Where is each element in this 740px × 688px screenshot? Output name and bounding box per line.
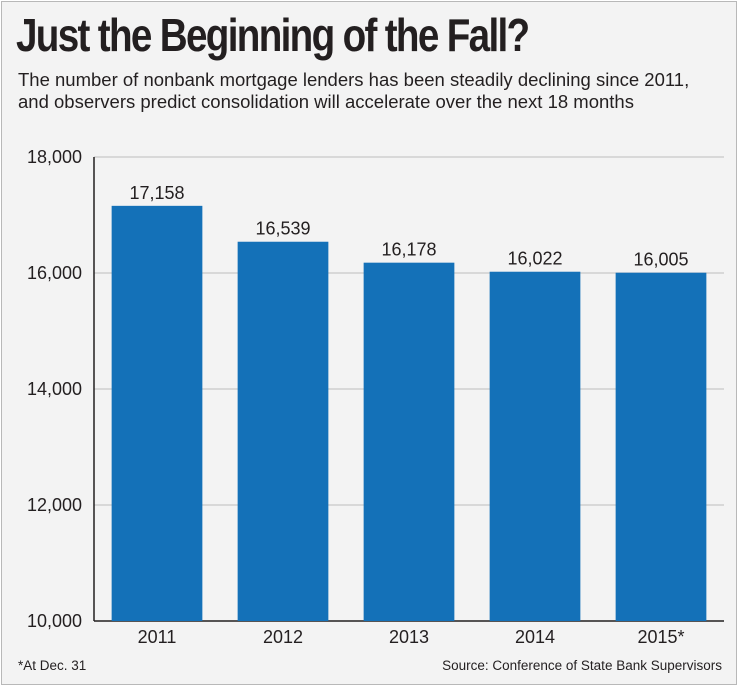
footnote: *At Dec. 31: [18, 658, 87, 673]
value-label: 16,022: [507, 249, 562, 269]
y-tick-label: 18,000: [27, 147, 82, 167]
bar: [489, 271, 581, 621]
value-label: 16,005: [633, 250, 688, 270]
value-label: 16,178: [381, 240, 436, 260]
x-tick-label: 2013: [389, 627, 429, 647]
chart-subtitle: The number of nonbank mortgage lenders h…: [18, 69, 690, 112]
x-tick-label: 2014: [515, 627, 555, 647]
value-label: 17,158: [129, 183, 184, 203]
bar: [111, 205, 203, 621]
bar: [615, 272, 707, 621]
x-tick-label: 2012: [263, 627, 303, 647]
y-tick-label: 14,000: [27, 379, 82, 399]
x-tick-label: 2011: [138, 627, 177, 647]
source-note: Source: Conference of State Bank Supervi…: [442, 658, 722, 673]
x-tick-label: 2015*: [637, 627, 684, 647]
bar: [363, 262, 455, 621]
chart-title: Just the Beginning of the Fall?: [16, 9, 530, 61]
bar: [237, 241, 329, 621]
y-tick-label: 16,000: [27, 263, 82, 283]
y-tick-label: 10,000: [27, 611, 82, 631]
y-tick-label: 12,000: [27, 495, 82, 515]
bars: [111, 205, 707, 621]
value-label: 16,539: [255, 219, 310, 239]
labels: 10,000 12,000 14,000 16,000 18,000 17,158 2011…: [27, 147, 689, 647]
